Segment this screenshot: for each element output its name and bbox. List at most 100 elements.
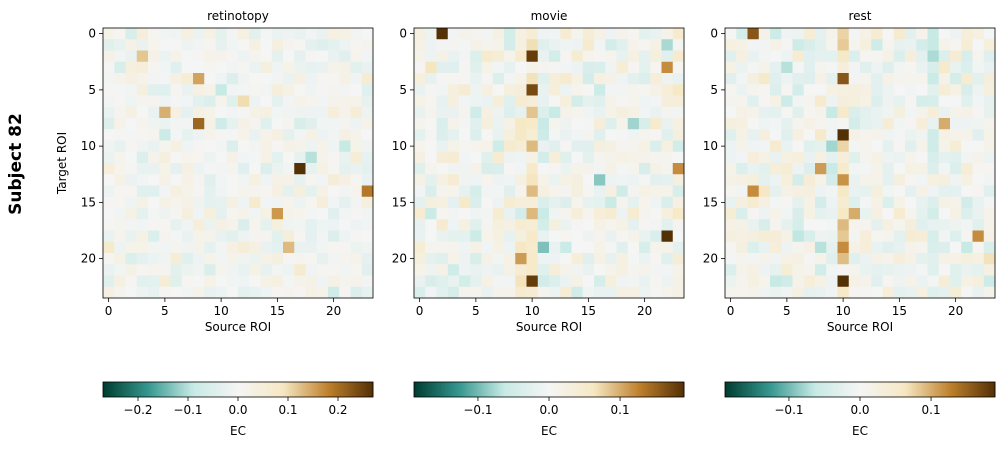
colorbar-segment xyxy=(188,382,192,397)
colorbar-segment xyxy=(472,382,476,397)
heatmap-cell xyxy=(447,129,460,141)
colorbar-tick-label: −0.1 xyxy=(774,403,803,417)
colorbar-segment xyxy=(618,382,622,397)
heatmap-cell xyxy=(204,264,216,276)
heatmap-cell xyxy=(582,28,595,40)
heatmap-cell xyxy=(447,28,460,40)
heatmap-cell xyxy=(136,174,149,186)
heatmap-cell xyxy=(605,253,617,265)
heatmap-cell xyxy=(661,84,674,96)
heatmap-cell xyxy=(650,140,662,153)
heatmap-cell xyxy=(882,163,895,175)
heatmap-cell xyxy=(916,286,928,299)
heatmap-cell xyxy=(170,275,183,288)
heatmap-cell xyxy=(736,241,748,254)
heatmap-cell xyxy=(905,286,917,299)
heatmap-cell xyxy=(893,230,906,243)
heatmap-cell xyxy=(204,196,216,209)
heatmap-cell xyxy=(193,61,205,74)
heatmap-cell xyxy=(328,196,340,209)
heatmap-cell xyxy=(639,73,651,85)
heatmap-cell xyxy=(826,196,838,209)
heatmap-cell xyxy=(436,163,449,175)
heatmap-cell xyxy=(249,196,261,209)
heatmap-cell xyxy=(549,95,561,108)
colorbar-segment xyxy=(334,382,338,397)
heatmap-cell xyxy=(193,196,205,209)
heatmap-cell xyxy=(961,140,973,153)
heatmap-cell xyxy=(414,84,426,96)
heatmap-cell xyxy=(650,230,662,243)
heatmap-cell xyxy=(893,163,906,175)
heatmap-cell xyxy=(159,208,171,220)
colorbar-segment xyxy=(806,382,809,397)
heatmap-cell xyxy=(294,129,306,141)
colorbar-segment xyxy=(580,382,584,397)
heatmap-cell xyxy=(983,219,996,231)
heatmap-cell xyxy=(736,264,748,276)
heatmap-cell xyxy=(103,264,115,276)
heatmap-cell xyxy=(470,118,482,130)
heatmap-cell xyxy=(271,163,284,175)
heatmap-cell xyxy=(125,275,138,288)
colorbar-segment xyxy=(370,382,374,397)
heatmap-cell xyxy=(181,106,194,119)
heatmap-cell xyxy=(927,84,940,96)
heatmap-cell xyxy=(159,28,171,40)
heatmap-cell xyxy=(526,264,539,276)
heatmap-cell xyxy=(226,106,239,119)
heatmap-cell xyxy=(414,118,426,130)
heatmap-cell xyxy=(125,174,138,186)
colorbar-segment xyxy=(249,382,252,397)
heatmap-cell xyxy=(815,174,827,186)
colorbar-segment xyxy=(785,382,789,397)
heatmap-cell xyxy=(927,140,940,153)
heatmap-cell xyxy=(515,275,527,288)
heatmap-cell xyxy=(758,185,771,198)
heatmap-cell xyxy=(803,253,816,265)
colorbar-segment xyxy=(767,382,771,397)
y-tick-label: 0 xyxy=(399,27,407,41)
heatmap-cell xyxy=(350,129,363,141)
heatmap-cell xyxy=(305,230,318,243)
heatmap-cell xyxy=(114,50,126,63)
colorbar-tick-label: 0.2 xyxy=(328,403,347,417)
colorbar-segment xyxy=(247,382,250,397)
colorbar-segment xyxy=(364,382,367,397)
heatmap-cell xyxy=(414,95,426,108)
heatmap-cell xyxy=(492,196,505,209)
heatmap-cell xyxy=(238,163,250,175)
heatmap-cell xyxy=(249,185,261,198)
heatmap-cell xyxy=(803,286,816,299)
heatmap-cell xyxy=(114,129,126,141)
heatmap-cell xyxy=(792,208,805,220)
colorbar-segment xyxy=(321,382,324,397)
heatmap-cell xyxy=(294,140,306,153)
colorbar-segment xyxy=(882,382,886,397)
heatmap-cell xyxy=(481,129,494,141)
colorbar-segment xyxy=(562,382,566,397)
heatmap-cell xyxy=(893,196,906,209)
heatmap-cell xyxy=(316,73,329,85)
heatmap-cell xyxy=(238,73,250,85)
heatmap-cell xyxy=(193,151,205,164)
heatmap-cell xyxy=(492,129,505,141)
heatmap-cell xyxy=(148,140,160,153)
heatmap-cell xyxy=(571,264,584,276)
heatmap-cell xyxy=(837,275,850,288)
colorbar-segment xyxy=(754,382,757,397)
colorbar-segment xyxy=(211,382,214,397)
heatmap-cell xyxy=(983,174,996,186)
colorbar-segment xyxy=(226,382,230,397)
heatmap-cell xyxy=(170,163,183,175)
heatmap-cell xyxy=(414,61,426,74)
heatmap-cell xyxy=(938,196,951,209)
heatmap-cell xyxy=(725,151,737,164)
heatmap-cell xyxy=(983,230,996,243)
heatmap-cell xyxy=(661,129,674,141)
heatmap-cell xyxy=(339,118,351,130)
heatmap-cell xyxy=(582,73,595,85)
heatmap-cell xyxy=(639,196,651,209)
heatmap-cell xyxy=(815,95,827,108)
